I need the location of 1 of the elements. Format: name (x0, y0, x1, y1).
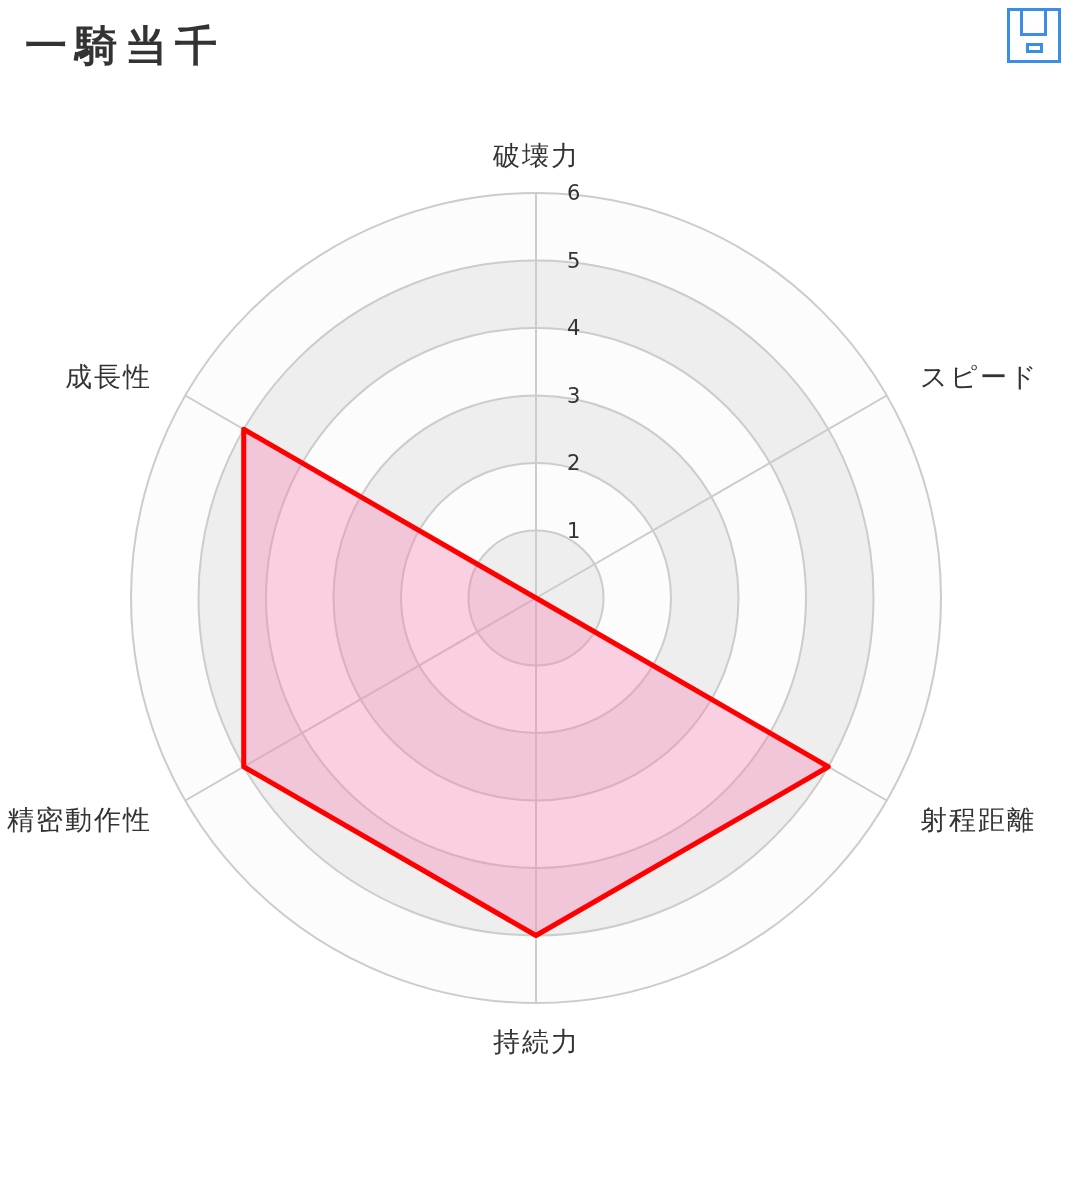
title: 一騎当千 (25, 21, 225, 70)
